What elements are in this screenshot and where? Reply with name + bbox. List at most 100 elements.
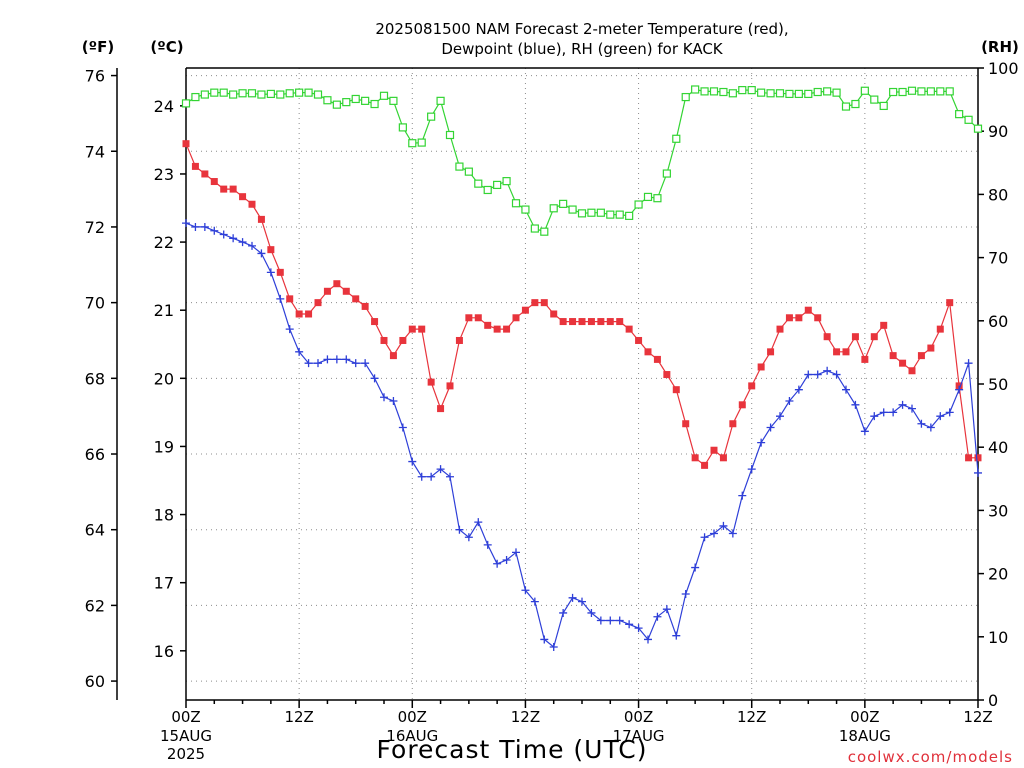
temperature-point [606,318,614,326]
dewpoint-point [549,643,558,652]
temperature-point [540,299,548,307]
temperature-point [729,420,737,428]
credit-text: coolwx.com/models [848,748,1013,766]
celsius-tick-label: 21 [154,301,174,320]
rh-tick-label: 100 [988,59,1019,78]
rh-point [200,90,209,99]
rh-point [361,96,370,105]
dewpoint-point [700,533,709,542]
dewpoint-point [530,597,539,606]
temperature-point [399,336,407,344]
temperature-point [748,382,756,390]
dewpoint-point [974,468,982,477]
rh-point [483,185,492,195]
dewpoint-point [728,529,737,538]
dewpoint-point [681,590,690,599]
rh-point [549,204,558,213]
temperature-point [710,446,718,454]
dewpoint-point [229,234,238,243]
celsius-tick-label: 19 [154,437,174,456]
dewpoint-point [285,325,294,334]
rh-point [587,208,596,217]
fahrenheit-tick-label: 72 [85,218,105,237]
fahrenheit-tick-label: 62 [85,596,105,615]
temperature-point [814,314,822,322]
fahrenheit-tick-label: 66 [85,445,105,464]
temperature-point [361,302,369,310]
rh-point [276,90,285,99]
dewpoint-point [408,457,417,466]
temperature-point [437,405,445,413]
dewpoint-point [257,249,266,258]
dewpoint-point [842,385,850,394]
rh-point [323,96,332,105]
rh-point [191,92,200,102]
temperature-point [635,336,643,344]
rh-point [304,88,313,97]
dewpoint-point [606,616,615,625]
dewpoint-point [625,620,634,629]
temperature-point [578,318,586,326]
rh-point [681,92,690,102]
dewpoint-point [634,624,643,633]
dewpoint-point [219,230,228,239]
dewpoint-point [766,423,775,432]
temperature-point [493,325,501,333]
rh-point [238,89,247,98]
rh-point [332,100,341,109]
rh-point [907,86,917,95]
temperature-point [965,454,973,462]
fahrenheit-tick-label: 74 [85,142,105,161]
rh-point [794,89,803,99]
dewpoint-point [738,491,747,500]
rh-point [247,89,257,98]
grid-lines [186,68,978,700]
dewpoint-point [210,226,219,235]
rh-point [889,87,898,97]
temperature-point [305,310,313,318]
rh-point [973,124,983,133]
temperature-point [587,318,595,326]
dewpoint-point [860,427,869,436]
rh-tick-label: 30 [988,501,1008,520]
rh-point [266,89,275,99]
temperature-point [653,355,661,363]
temperature-point [776,325,784,333]
dewpoint-point [710,529,718,538]
temperature-point [220,185,228,193]
x-tick-label: 00Z [624,708,653,726]
rh-point [540,227,549,236]
x-tick-date: 18AUG [839,727,891,745]
temperature-point [333,280,341,288]
dewpoint-point [304,359,313,368]
temperature-point [767,348,775,356]
temperature-point [823,333,831,341]
temperature-point [314,299,322,307]
fahrenheit-tick-label: 70 [85,294,105,313]
temperature-point [484,321,492,329]
rh-point [408,139,417,148]
celsius-unit-label: (ºC) [150,38,183,56]
rh-point [757,88,766,97]
rh-point [464,167,473,176]
temperature-point [474,314,482,322]
x-tick-label: 00Z [850,708,879,726]
rh-point [351,94,360,104]
rh-point [521,205,530,214]
dewpoint-point [653,612,662,621]
rh-point [577,209,587,218]
dewpoint-point [351,359,360,368]
temperature-point [550,310,558,318]
dewpoint-point [889,408,898,417]
dewpoint-point [832,370,841,379]
dewpoint-point [389,397,398,406]
dewpoint-point [493,559,502,568]
rh-point [493,180,502,190]
rh-point [804,89,813,99]
temperature-point [512,314,520,322]
temperature-point [974,454,982,462]
x-tick-label: 12Z [511,708,540,726]
rh-tick-label: 0 [988,691,998,710]
dewpoint-point [813,370,822,379]
x-axis-label: Forecast Time (UTC) [377,735,648,764]
